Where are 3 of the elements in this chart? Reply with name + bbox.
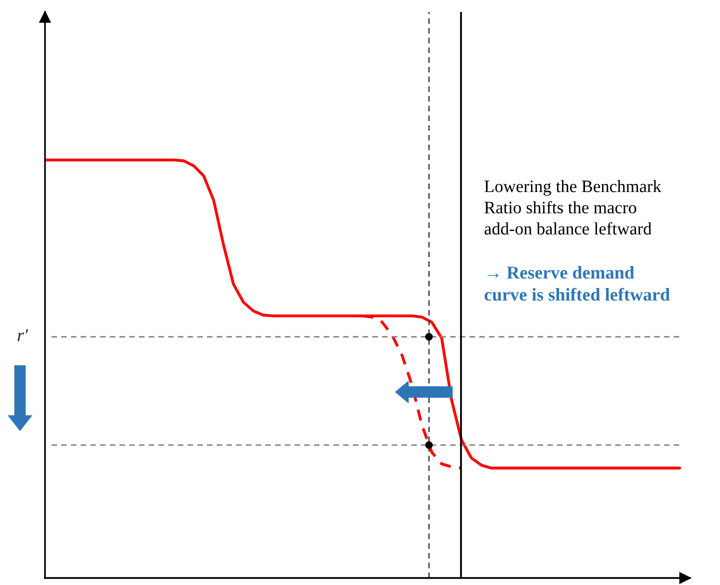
ref-line-label: r′	[18, 329, 28, 342]
annotation: Lowering the Benchmark Ratio shifts the macro add-on balance leftward	[484, 180, 662, 235]
annotation: → Reserve demand curve is shifted leftward	[484, 266, 670, 301]
